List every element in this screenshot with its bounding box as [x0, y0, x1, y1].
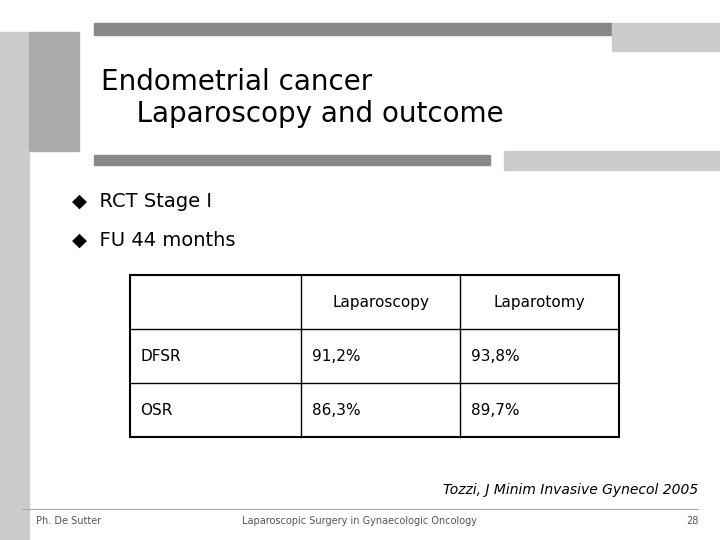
Text: 93,8%: 93,8%: [471, 349, 520, 364]
Text: Tozzi, J Minim Invasive Gynecol 2005: Tozzi, J Minim Invasive Gynecol 2005: [443, 483, 698, 497]
Bar: [504, 151, 720, 170]
Text: ◆  FU 44 months: ◆ FU 44 months: [72, 231, 235, 250]
Text: 28: 28: [686, 516, 698, 526]
Text: 91,2%: 91,2%: [312, 349, 360, 364]
Bar: [0, 151, 29, 540]
Bar: [94, 23, 612, 35]
Text: 86,3%: 86,3%: [312, 403, 361, 418]
Bar: [29, 32, 79, 151]
Bar: [130, 275, 619, 437]
Text: Endometrial cancer: Endometrial cancer: [101, 68, 372, 96]
Text: 89,7%: 89,7%: [471, 403, 519, 418]
Bar: [94, 155, 490, 165]
Bar: [612, 23, 720, 51]
Text: Ph. De Sutter: Ph. De Sutter: [36, 516, 102, 526]
Text: Laparoscopy: Laparoscopy: [332, 295, 429, 310]
Text: Laparotomy: Laparotomy: [494, 295, 585, 310]
Text: Laparoscopy and outcome: Laparoscopy and outcome: [101, 100, 503, 128]
Text: OSR: OSR: [140, 403, 173, 418]
Bar: [0, 32, 29, 151]
Text: ◆  RCT Stage I: ◆ RCT Stage I: [72, 192, 212, 211]
Text: Laparoscopic Surgery in Gynaecologic Oncology: Laparoscopic Surgery in Gynaecologic Onc…: [243, 516, 477, 526]
Text: DFSR: DFSR: [140, 349, 181, 364]
